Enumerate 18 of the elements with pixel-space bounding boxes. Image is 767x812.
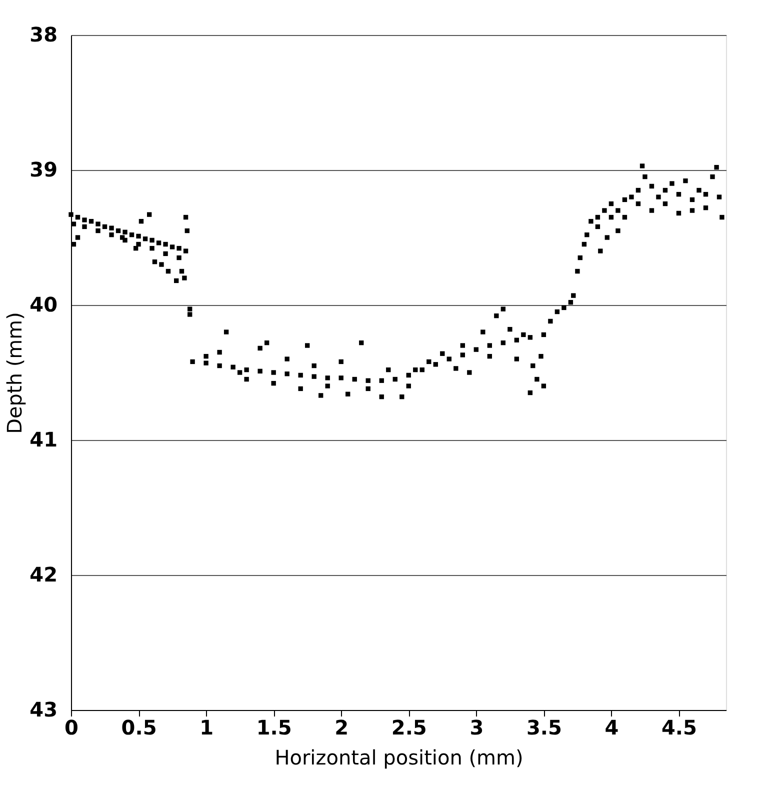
- y-tick-label: 43: [30, 698, 58, 722]
- x-tick-label: 4.5: [662, 716, 697, 740]
- x-tick-label: 1.5: [256, 716, 292, 740]
- y-tick-label: 38: [30, 22, 58, 46]
- x-tick-label: 2: [334, 716, 349, 740]
- x-tick-label: 3: [470, 716, 484, 740]
- y-tick-label: 41: [30, 428, 58, 452]
- x-tick-label: 1: [200, 716, 214, 740]
- x-tick-label: 3.5: [526, 716, 562, 740]
- x-tick-label: 0.5: [121, 716, 157, 740]
- x-tick-label: 0: [64, 716, 78, 740]
- x-axis-title: Horizontal position (mm): [274, 746, 524, 770]
- x-tick-label: 4: [604, 716, 619, 740]
- y-axis-title: Depth (mm): [2, 312, 27, 434]
- y-tick-label: 39: [30, 158, 58, 182]
- x-tick-label: 2.5: [391, 716, 427, 740]
- y-tick-label: 42: [30, 562, 58, 586]
- y-tick-label: 40: [30, 292, 58, 316]
